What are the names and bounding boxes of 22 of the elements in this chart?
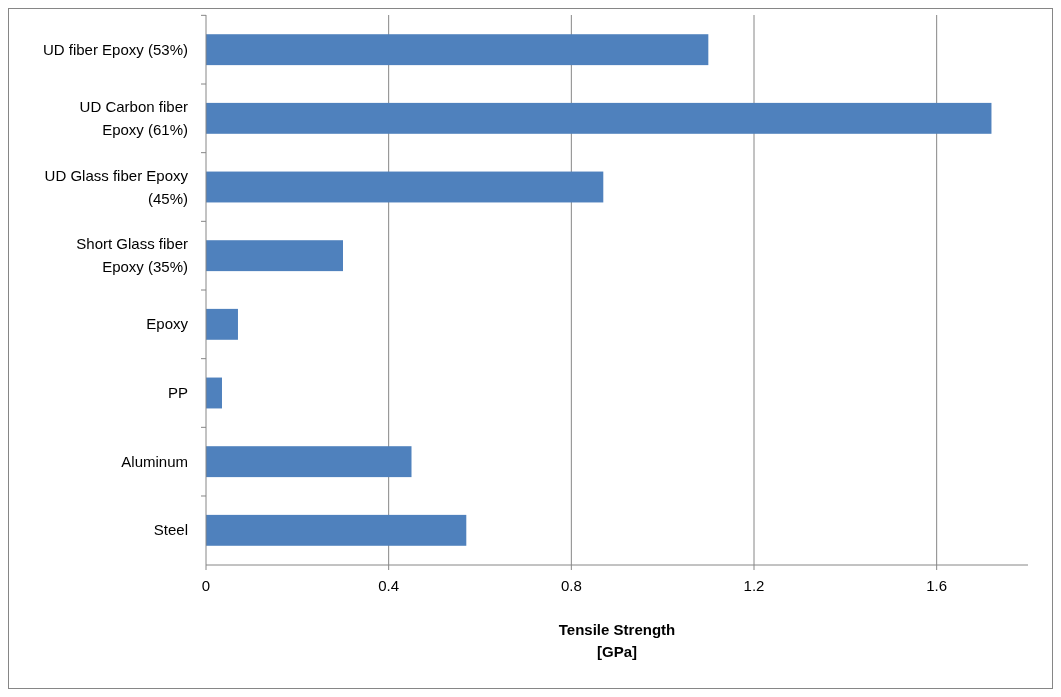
x-axis-title: Tensile Strength [GPa]: [558, 621, 676, 660]
bar: [206, 171, 604, 203]
bar: [206, 34, 709, 66]
x-tick-label: 0.4: [378, 577, 400, 594]
x-tick-label: 0: [201, 577, 211, 594]
bar: [206, 308, 238, 340]
y-tick-label: Epoxy: [146, 315, 189, 333]
bar: [206, 377, 222, 409]
y-tick-label: UD Carbon fiber Epoxy (61%): [79, 97, 188, 138]
y-tick-label: Short Glass fiber Epoxy (35%): [76, 235, 188, 276]
y-tick-label: Aluminum: [121, 452, 188, 470]
bar: [206, 240, 343, 272]
bar: [206, 446, 412, 478]
x-tick-label: 0.8: [560, 577, 582, 594]
y-tick-label: Steel: [153, 521, 188, 539]
bar: [206, 102, 992, 134]
bar: [206, 514, 467, 546]
x-tick-label: 1.2: [743, 577, 765, 594]
y-tick-label: UD Glass fiber Epoxy (45%): [44, 166, 189, 207]
y-tick-label: UD fiber Epoxy (53%): [42, 40, 188, 58]
y-tick-label: PP: [167, 384, 188, 401]
x-tick-label: 1.6: [926, 577, 948, 594]
